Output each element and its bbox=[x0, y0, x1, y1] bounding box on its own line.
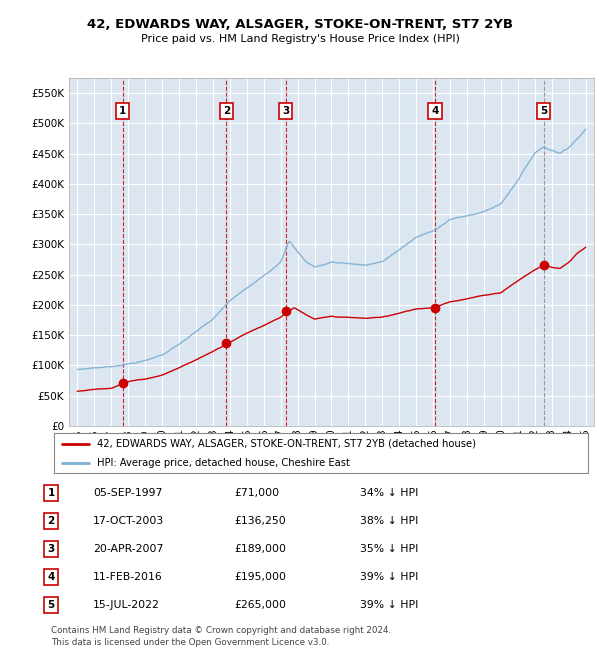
Text: 20-APR-2007: 20-APR-2007 bbox=[93, 544, 163, 554]
Text: HPI: Average price, detached house, Cheshire East: HPI: Average price, detached house, Ches… bbox=[97, 458, 350, 468]
Text: 4: 4 bbox=[47, 572, 55, 582]
Text: 35% ↓ HPI: 35% ↓ HPI bbox=[360, 544, 418, 554]
Text: 2: 2 bbox=[223, 106, 230, 116]
Text: 5: 5 bbox=[540, 106, 547, 116]
Text: £136,250: £136,250 bbox=[234, 516, 286, 526]
Text: 3: 3 bbox=[282, 106, 289, 116]
Text: Contains HM Land Registry data © Crown copyright and database right 2024.
This d: Contains HM Land Registry data © Crown c… bbox=[51, 626, 391, 647]
Text: 34% ↓ HPI: 34% ↓ HPI bbox=[360, 488, 418, 499]
Text: 1: 1 bbox=[119, 106, 127, 116]
Text: £71,000: £71,000 bbox=[234, 488, 279, 499]
Text: 3: 3 bbox=[47, 544, 55, 554]
Text: £189,000: £189,000 bbox=[234, 544, 286, 554]
Text: 05-SEP-1997: 05-SEP-1997 bbox=[93, 488, 163, 499]
Text: 17-OCT-2003: 17-OCT-2003 bbox=[93, 516, 164, 526]
Text: 5: 5 bbox=[47, 600, 55, 610]
Text: 42, EDWARDS WAY, ALSAGER, STOKE-ON-TRENT, ST7 2YB (detached house): 42, EDWARDS WAY, ALSAGER, STOKE-ON-TRENT… bbox=[97, 439, 476, 448]
Text: £265,000: £265,000 bbox=[234, 600, 286, 610]
Text: 39% ↓ HPI: 39% ↓ HPI bbox=[360, 600, 418, 610]
Text: 38% ↓ HPI: 38% ↓ HPI bbox=[360, 516, 418, 526]
Text: 11-FEB-2016: 11-FEB-2016 bbox=[93, 572, 163, 582]
Text: Price paid vs. HM Land Registry's House Price Index (HPI): Price paid vs. HM Land Registry's House … bbox=[140, 34, 460, 44]
Text: 4: 4 bbox=[431, 106, 439, 116]
Text: 15-JUL-2022: 15-JUL-2022 bbox=[93, 600, 160, 610]
Text: £195,000: £195,000 bbox=[234, 572, 286, 582]
Text: 42, EDWARDS WAY, ALSAGER, STOKE-ON-TRENT, ST7 2YB: 42, EDWARDS WAY, ALSAGER, STOKE-ON-TRENT… bbox=[87, 18, 513, 31]
Text: 2: 2 bbox=[47, 516, 55, 526]
Text: 39% ↓ HPI: 39% ↓ HPI bbox=[360, 572, 418, 582]
Text: 1: 1 bbox=[47, 488, 55, 499]
